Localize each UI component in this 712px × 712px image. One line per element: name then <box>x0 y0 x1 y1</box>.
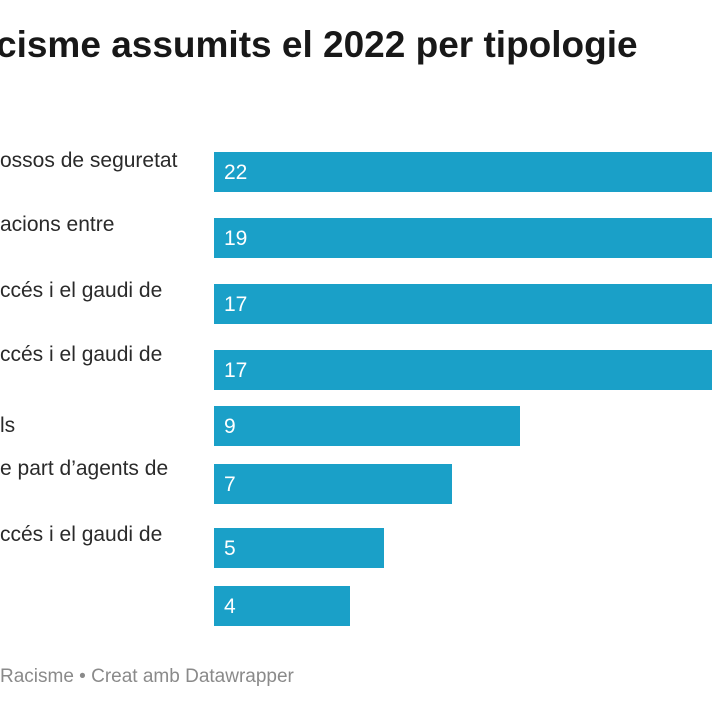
category-label: ccés i el gaudi de <box>0 343 162 366</box>
bar-value-label: 9 <box>224 415 236 438</box>
bar-value-label: 5 <box>224 537 236 560</box>
bar-value-label: 19 <box>224 227 247 250</box>
chart-title: cisme assumits el 2022 per tipologie <box>0 24 638 65</box>
bar <box>214 464 452 504</box>
bar <box>214 406 520 446</box>
bar-value-label: 17 <box>224 293 247 316</box>
bar <box>214 218 712 258</box>
category-label: e part d’agents de <box>0 457 168 480</box>
bar <box>214 152 712 192</box>
category-label: acions entre <box>0 213 114 236</box>
category-label: ossos de seguretat <box>0 149 178 172</box>
bar <box>214 528 384 568</box>
bar <box>214 350 712 390</box>
bar <box>214 586 350 626</box>
bar-value-label: 22 <box>224 161 247 184</box>
bar-value-label: 7 <box>224 473 236 496</box>
category-label: ccés i el gaudi de <box>0 523 162 546</box>
category-label: ls <box>0 414 15 437</box>
source-note: Racisme • Creat amb Datawrapper <box>0 666 294 687</box>
category-label: ccés i el gaudi de <box>0 279 162 302</box>
bar-value-label: 4 <box>224 595 236 618</box>
bar <box>214 284 712 324</box>
bar-value-label: 17 <box>224 359 247 382</box>
